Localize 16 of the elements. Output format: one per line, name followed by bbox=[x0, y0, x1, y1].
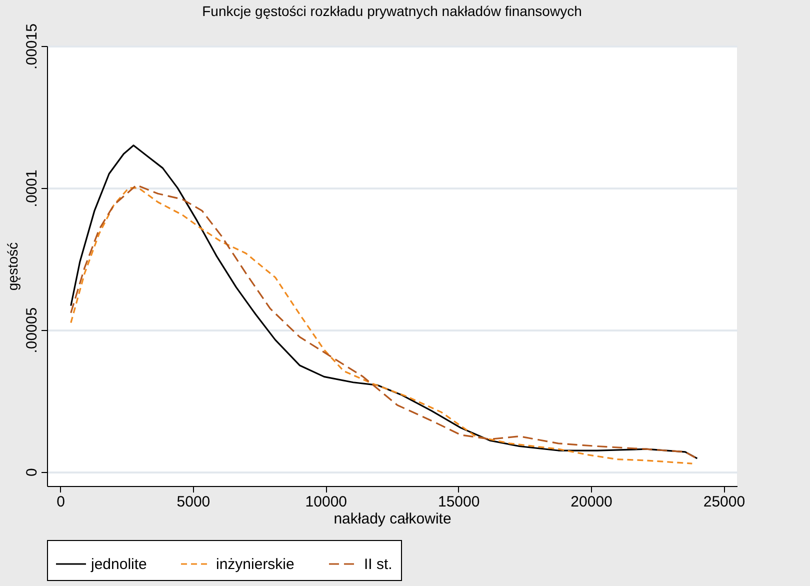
y-tick-label: .0001 bbox=[24, 170, 40, 208]
y-tick-label: .00005 bbox=[24, 307, 40, 354]
legend-label: II st. bbox=[364, 556, 392, 573]
x-tick-label: 25000 bbox=[703, 494, 746, 510]
x-tick-label: 15000 bbox=[438, 494, 480, 510]
y-tick-label: 0 bbox=[24, 468, 40, 476]
legend-label: inżynierskie bbox=[216, 556, 294, 573]
x-tick-label: 0 bbox=[56, 494, 65, 510]
x-axis-title: nakłady całkowite bbox=[334, 510, 452, 528]
x-tick-label: 20000 bbox=[570, 494, 612, 510]
legend-label: jednolite bbox=[90, 556, 147, 573]
y-axis-title: gęstość bbox=[4, 242, 20, 291]
y-tick-label: .00015 bbox=[24, 24, 40, 70]
x-tick-label: 10000 bbox=[305, 494, 348, 510]
x-tick-label: 5000 bbox=[176, 494, 210, 510]
chart-title: Funkcje gęstości rozkładu prywatnych nakładów finansowych bbox=[202, 3, 582, 20]
